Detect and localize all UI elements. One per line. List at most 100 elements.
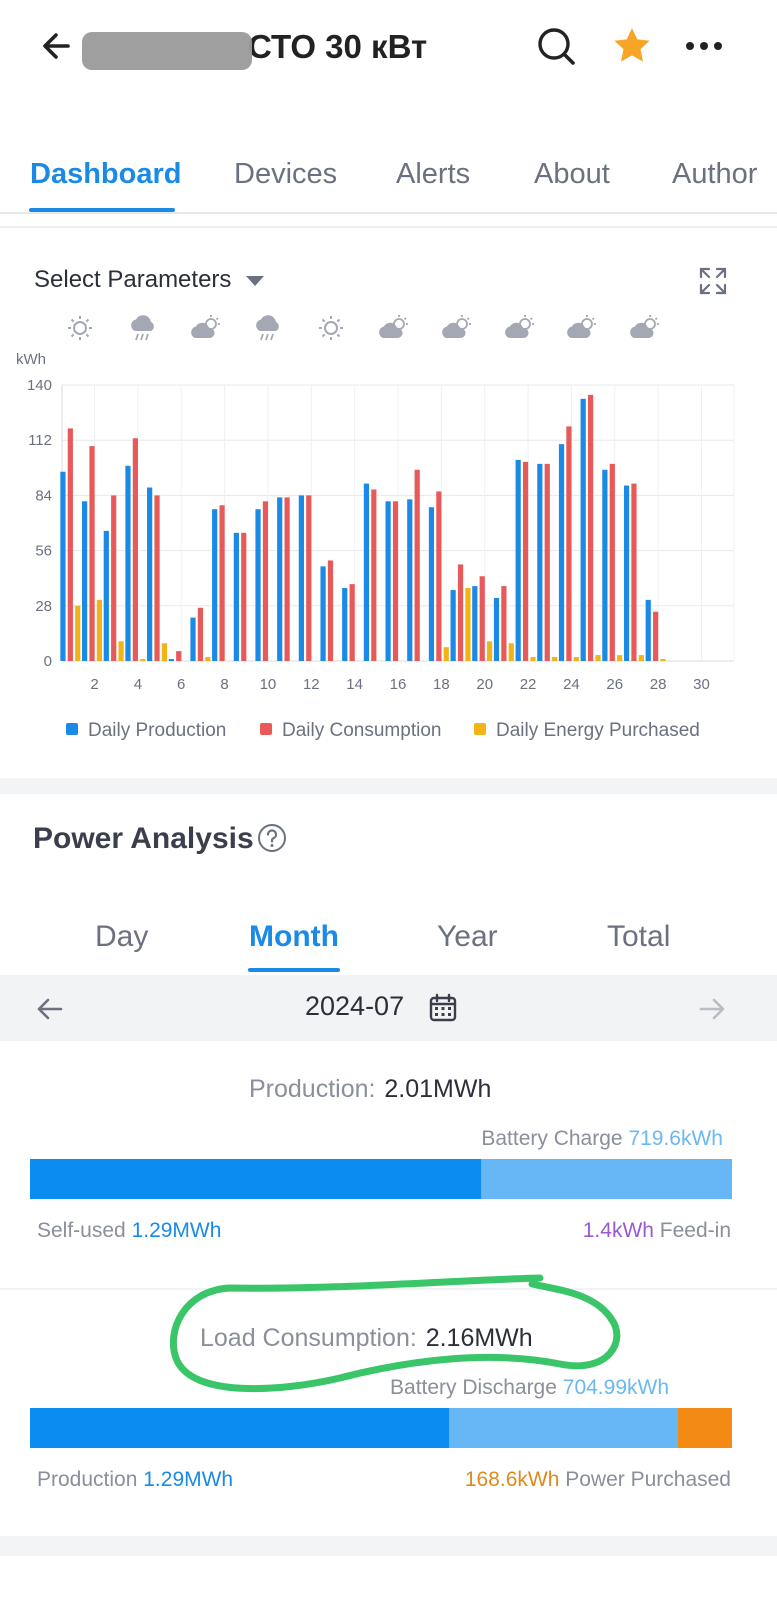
battery-charge-info: Battery Charge 719.6kWh bbox=[481, 1127, 723, 1151]
tab-dashboard[interactable]: Dashboard bbox=[30, 158, 182, 190]
tab-about[interactable]: About bbox=[534, 158, 610, 190]
y-tick-label: 56 bbox=[35, 543, 52, 560]
selected-date[interactable]: 2024-07 bbox=[305, 991, 405, 1021]
bar-daily-consumption-day-20 bbox=[479, 576, 485, 661]
sunny-weather-icon bbox=[68, 316, 92, 340]
bar-daily-energy-purchased-day-7 bbox=[205, 657, 211, 661]
y-tick-label: 0 bbox=[44, 653, 52, 670]
x-tick-label: 18 bbox=[433, 676, 450, 693]
bar-daily-production-day-10 bbox=[255, 509, 261, 661]
bar-daily-consumption-day-13 bbox=[327, 560, 334, 661]
bar-daily-energy-purchased-day-1 bbox=[75, 605, 81, 661]
bar-daily-energy-purchased-day-24 bbox=[573, 657, 579, 661]
redaction-mark bbox=[82, 32, 252, 70]
bar-daily-production-day-17 bbox=[407, 499, 413, 661]
period-tab-month[interactable]: Month bbox=[249, 920, 339, 953]
feed-in-value: 1.4kWh bbox=[582, 1219, 654, 1242]
battery-discharge-segment[interactable] bbox=[449, 1408, 678, 1448]
bar-daily-consumption-day-12 bbox=[306, 495, 312, 661]
y-tick-label: 140 bbox=[27, 377, 52, 394]
tab-devices[interactable]: Devices bbox=[234, 158, 338, 190]
period-tab-total[interactable]: Total bbox=[607, 920, 671, 953]
x-tick-label: 20 bbox=[476, 676, 493, 693]
fullscreen-icon[interactable] bbox=[698, 266, 728, 296]
legend-swatch bbox=[260, 723, 272, 735]
previous-arrow-icon[interactable] bbox=[34, 993, 66, 1025]
bar-daily-production-day-14 bbox=[342, 588, 348, 661]
x-tick-label: 4 bbox=[134, 676, 142, 693]
self-used-segment[interactable] bbox=[30, 1159, 481, 1199]
battery-discharge-info: Battery Discharge 704.99kWh bbox=[390, 1376, 669, 1400]
search-icon[interactable] bbox=[534, 24, 578, 68]
bar-daily-consumption-day-7 bbox=[197, 607, 204, 661]
production-segment[interactable] bbox=[30, 1408, 450, 1448]
bar-daily-production-day-20 bbox=[472, 586, 478, 661]
production-value: 2.01MWh bbox=[384, 1075, 492, 1103]
main-tabs: Dashboard Devices Alerts About Author bbox=[0, 140, 777, 214]
bar-daily-consumption-day-10 bbox=[262, 501, 269, 661]
next-arrow-icon[interactable] bbox=[696, 993, 728, 1025]
select-parameters-dropdown[interactable]: Select Parameters bbox=[34, 266, 232, 293]
legend-item-consumption[interactable]: Daily Consumption bbox=[260, 720, 441, 742]
self-used-value: 1.29MWh bbox=[131, 1219, 222, 1242]
partly-cloudy-weather-icon bbox=[567, 315, 597, 338]
power-analysis-title: Power Analysis bbox=[33, 822, 254, 855]
chevron-down-icon[interactable] bbox=[246, 276, 264, 286]
bar-daily-production-day-27 bbox=[623, 485, 630, 661]
bar-daily-consumption-day-25 bbox=[587, 394, 594, 661]
bar-daily-energy-purchased-day-23 bbox=[552, 657, 558, 661]
power-purchased-segment[interactable] bbox=[677, 1408, 732, 1448]
bar-daily-consumption-day-28 bbox=[653, 611, 659, 661]
help-circle-icon[interactable] bbox=[256, 822, 288, 854]
legend-item-production[interactable]: Daily Production bbox=[66, 720, 226, 742]
partly-cloudy-weather-icon bbox=[190, 315, 220, 338]
more-icon[interactable] bbox=[682, 24, 726, 68]
bar-daily-production-day-25 bbox=[580, 398, 586, 661]
load-consumption-label: Load Consumption: bbox=[200, 1324, 417, 1352]
back-arrow-icon[interactable] bbox=[38, 26, 78, 66]
star-icon[interactable] bbox=[610, 24, 654, 68]
bar-daily-consumption-day-11 bbox=[284, 497, 290, 661]
self-used-info: Self-used 1.29MWh bbox=[37, 1219, 221, 1243]
legend-swatch bbox=[66, 723, 78, 735]
production-summary: Production: 2.01MWh bbox=[249, 1075, 491, 1104]
consumption-production-label: Production bbox=[37, 1468, 138, 1491]
x-tick-label: 16 bbox=[390, 676, 407, 693]
calendar-icon[interactable] bbox=[428, 993, 458, 1023]
bar-daily-energy-purchased-day-19 bbox=[465, 588, 471, 661]
battery-charge-segment[interactable] bbox=[480, 1159, 732, 1199]
bar-daily-consumption-day-19 bbox=[457, 564, 464, 661]
rain-weather-icon bbox=[256, 315, 280, 341]
bar-daily-energy-purchased-day-25 bbox=[595, 655, 601, 661]
bar-daily-consumption-day-21 bbox=[501, 586, 507, 661]
bar-daily-production-day-13 bbox=[320, 566, 326, 661]
period-tab-day[interactable]: Day bbox=[95, 920, 149, 953]
x-tick-label: 14 bbox=[346, 676, 363, 693]
bar-daily-consumption-day-23 bbox=[544, 463, 550, 661]
bar-daily-production-day-4 bbox=[125, 465, 131, 661]
load-consumption-summary: Load Consumption: 2.16MWh bbox=[200, 1324, 533, 1353]
bar-daily-consumption-day-4 bbox=[132, 438, 138, 661]
section-divider bbox=[0, 1288, 777, 1290]
x-tick-label: 28 bbox=[650, 676, 667, 693]
power-purchased-info: 168.6kWh Power Purchased bbox=[465, 1468, 731, 1492]
x-tick-label: 12 bbox=[303, 676, 320, 693]
legend-swatch bbox=[474, 723, 486, 735]
period-tab-year[interactable]: Year bbox=[437, 920, 498, 953]
bar-daily-energy-purchased-day-21 bbox=[508, 643, 514, 661]
bar-daily-consumption-day-15 bbox=[371, 489, 377, 661]
legend-item-purchased[interactable]: Daily Energy Purchased bbox=[474, 720, 700, 742]
bar-daily-energy-purchased-day-26 bbox=[617, 655, 623, 661]
y-tick-label: 28 bbox=[35, 598, 52, 615]
page-title: СТО 30 кВт bbox=[248, 28, 428, 65]
tab-author[interactable]: Author bbox=[672, 158, 758, 190]
section-gap bbox=[0, 1536, 777, 1556]
bar-daily-production-day-23 bbox=[537, 463, 543, 661]
tab-alerts[interactable]: Alerts bbox=[396, 158, 471, 190]
power-purchased-value: 168.6kWh bbox=[464, 1468, 560, 1491]
active-period-indicator bbox=[248, 968, 340, 972]
legend-label: Daily Production bbox=[88, 720, 227, 741]
bar-daily-consumption-day-24 bbox=[566, 426, 572, 661]
bar-daily-consumption-day-3 bbox=[111, 495, 117, 661]
